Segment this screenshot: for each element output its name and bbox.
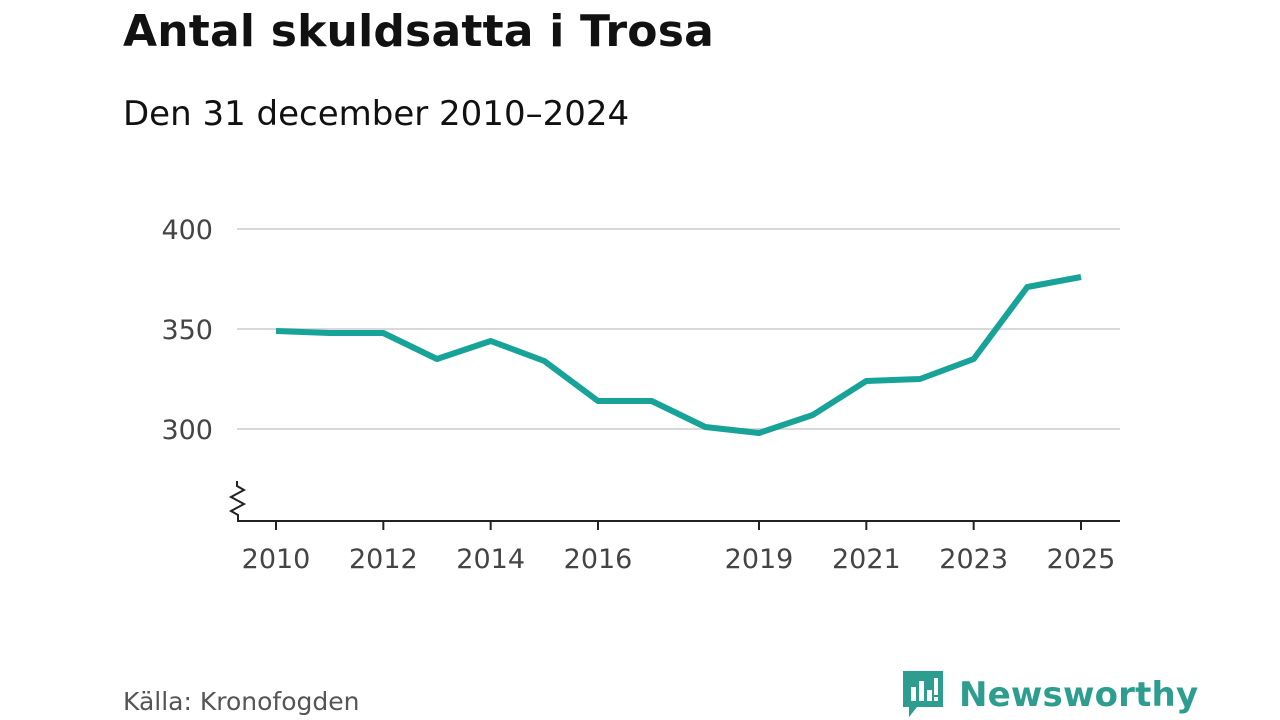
chart-bubble-icon (903, 671, 943, 717)
data-point (434, 356, 440, 362)
x-tick-label: 2021 (832, 544, 901, 575)
y-tick-label: 400 (161, 215, 213, 246)
data-point (863, 378, 869, 384)
y-tick-label: 350 (161, 315, 213, 346)
brand-logo: Newsworthy (903, 671, 1198, 719)
data-point (595, 398, 601, 404)
data-point (1078, 274, 1084, 280)
source-credit: Källa: Kronofogden (123, 687, 360, 716)
data-point (327, 330, 333, 336)
x-tick-label: 2010 (242, 544, 311, 575)
data-point (917, 376, 923, 382)
x-tick-label: 2012 (349, 544, 418, 575)
axis-break-icon (228, 481, 247, 521)
data-point (702, 424, 708, 430)
x-tick-label: 2019 (725, 544, 794, 575)
chart-title: Antal skuldsatta i Trosa (123, 6, 715, 57)
data-point (273, 328, 279, 334)
data-point (488, 338, 494, 344)
data-point (971, 356, 977, 362)
data-point (1024, 284, 1030, 290)
x-tick-label: 2025 (1047, 544, 1116, 575)
x-tick-label: 2016 (564, 544, 633, 575)
series-line (275, 274, 1082, 436)
data-point (810, 412, 816, 418)
data-point (649, 398, 655, 404)
y-tick-label: 300 (161, 415, 213, 446)
x-tick-label: 2023 (939, 544, 1008, 575)
data-point (541, 358, 547, 364)
x-tick-label: 2014 (456, 544, 525, 575)
brand-name: Newsworthy (959, 675, 1199, 715)
chart-subtitle: Den 31 december 2010–2024 (123, 94, 630, 134)
data-point (756, 430, 762, 436)
data-point (380, 330, 386, 336)
